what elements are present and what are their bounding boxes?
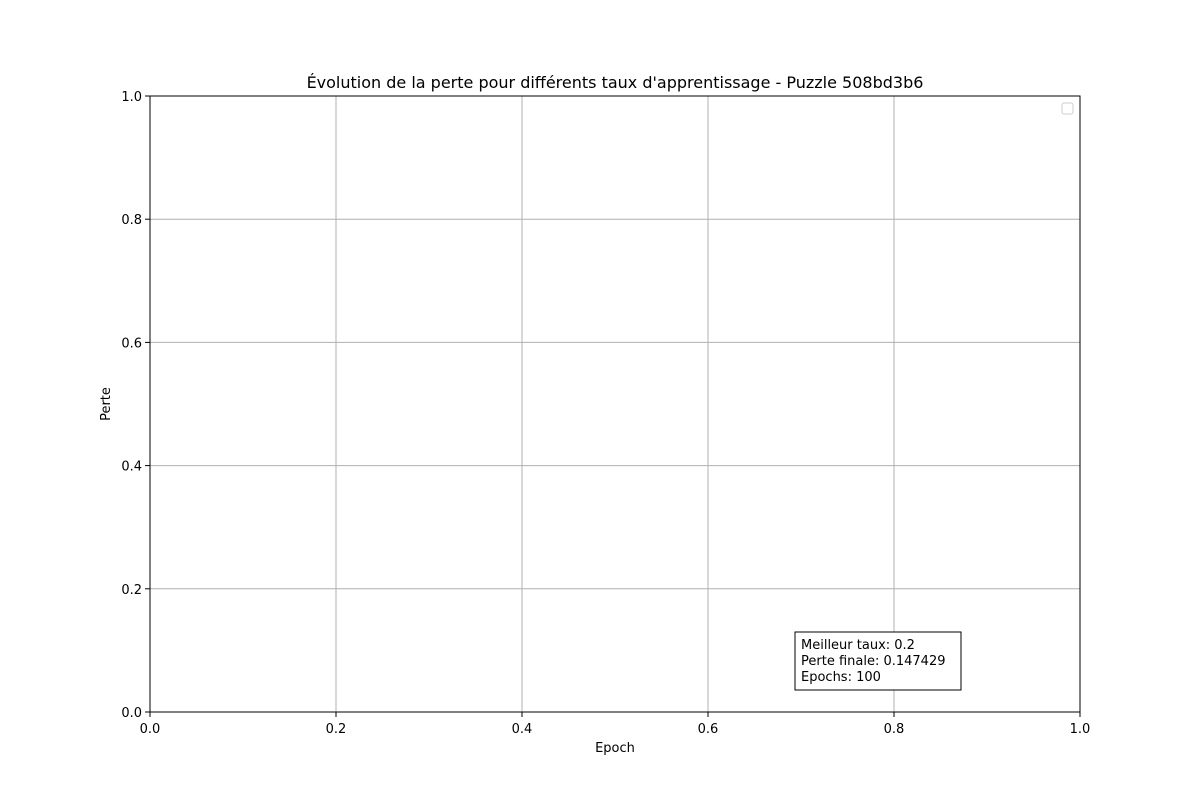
x-axis-ticks: 0.0 0.2 0.4 0.6 0.8 1.0 xyxy=(140,712,1091,737)
y-tick-label: 0.4 xyxy=(121,460,142,475)
y-tick-label: 1.0 xyxy=(121,90,142,105)
x-tick-label: 0.0 xyxy=(140,722,161,737)
chart-title: Évolution de la perte pour différents ta… xyxy=(307,73,924,92)
y-tick-label: 0.6 xyxy=(121,336,142,351)
y-tick-label: 0.0 xyxy=(121,706,142,721)
x-tick-label: 0.6 xyxy=(698,722,719,737)
x-axis-label: Epoch xyxy=(595,741,635,756)
y-tick-label: 0.8 xyxy=(121,213,142,228)
x-tick-label: 0.8 xyxy=(884,722,905,737)
y-tick-label: 0.2 xyxy=(121,583,142,598)
y-axis-ticks: 0.0 0.2 0.4 0.6 0.8 1.0 xyxy=(121,90,150,721)
annotation-frame xyxy=(794,631,962,691)
x-tick-label: 0.4 xyxy=(512,722,533,737)
plot-area-frame xyxy=(149,95,1081,713)
x-tick-label: 1.0 xyxy=(1070,722,1091,737)
legend-box xyxy=(1061,102,1074,115)
x-tick-label: 0.2 xyxy=(326,722,347,737)
annotation-box: Meilleur taux: 0.2 Perte finale: 0.14742… xyxy=(794,631,962,691)
annotation-epochs: Epochs: 100 xyxy=(801,670,881,685)
y-axis-label: Perte xyxy=(99,387,114,421)
annotation-final-loss: Perte finale: 0.147429 xyxy=(801,654,946,669)
annotation-best-rate: Meilleur taux: 0.2 xyxy=(801,638,915,653)
